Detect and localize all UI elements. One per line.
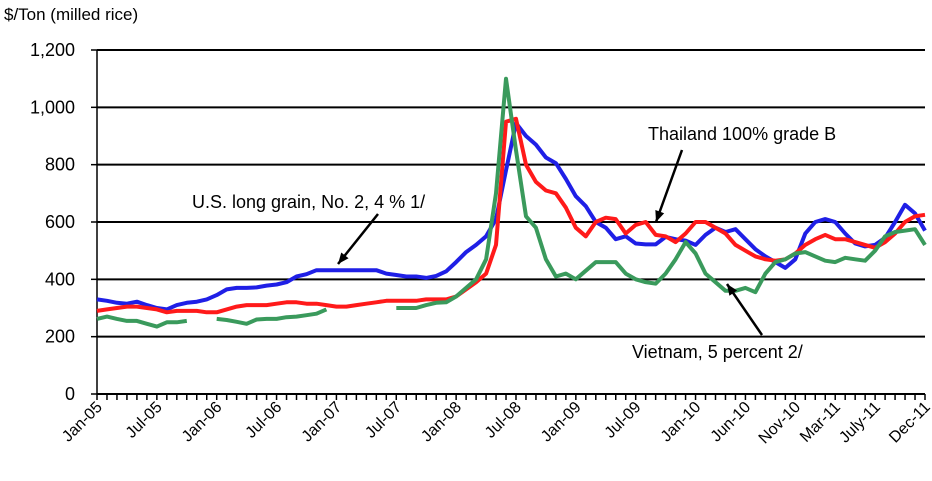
x-tick-label: Jan-09: [538, 399, 585, 446]
annotation: U.S. long grain, No. 2, 4 % 1/: [192, 192, 425, 212]
x-tick-group: Jan-08: [418, 399, 465, 446]
x-tick-label: Jan-08: [418, 399, 465, 446]
x-tick-group: Jan-09: [538, 399, 585, 446]
y-tick-label: 400: [45, 269, 75, 289]
x-tick-group: Jul-09: [602, 399, 645, 442]
x-tick-label: Jul-08: [482, 399, 525, 442]
y-tick-label: 600: [45, 212, 75, 232]
x-tick-group: Jun-10: [708, 399, 755, 446]
x-tick-label: Dec-11: [886, 399, 932, 447]
x-tick-label: Jun-10: [708, 399, 755, 446]
x-tick-label: Jul-07: [362, 399, 405, 442]
annotation: Thailand 100% grade B: [648, 124, 836, 144]
x-tick-group: Nov-10: [756, 399, 805, 448]
x-tick-group: Dec-11: [886, 399, 932, 447]
x-tick-group: Mar-11: [797, 399, 844, 446]
x-tick-label: Jul-05: [123, 399, 166, 442]
x-tick-group: Jul-08: [482, 399, 525, 442]
x-tick-group: Jul-07: [362, 399, 405, 442]
series-line: [96, 121, 927, 312]
y-tick-label: 1,200: [30, 40, 75, 60]
x-tick-label: Jan-06: [179, 399, 226, 446]
arrow-head: [727, 284, 738, 296]
x-tick-label: Nov-10: [756, 399, 805, 448]
x-tick-label: Jan-07: [299, 399, 346, 446]
x-tick-label: Jul-06: [243, 399, 286, 442]
x-tick-group: Jul-06: [243, 399, 286, 442]
y-tick-label: 200: [45, 327, 75, 347]
x-tick-group: Jul-05: [123, 399, 166, 442]
x-tick-group: Jan-07: [299, 399, 346, 446]
x-tick-label: July-11: [836, 399, 884, 447]
x-tick-group: Jan-06: [179, 399, 226, 446]
x-tick-group: Jan-10: [658, 399, 705, 446]
series-line: [96, 76, 927, 329]
y-tick-label: 800: [45, 155, 75, 175]
annotation-arrow: [654, 149, 684, 223]
arrow-head: [655, 210, 665, 222]
y-axis-label: $/Ton (milled rice): [4, 5, 138, 24]
x-tick-label: Jan-10: [658, 399, 705, 446]
x-tick-label: Jan-05: [59, 399, 106, 446]
x-tick-label: Jul-09: [602, 399, 645, 442]
arrow-head: [338, 252, 349, 264]
x-tick-label: Mar-11: [797, 399, 844, 446]
x-tick-group: Jan-05: [59, 399, 106, 446]
y-tick-label: 0: [65, 384, 75, 404]
annotation: Vietnam, 5 percent 2/: [632, 342, 803, 362]
x-tick-group: July-11: [836, 399, 884, 447]
y-tick-label: 1,000: [30, 97, 75, 117]
